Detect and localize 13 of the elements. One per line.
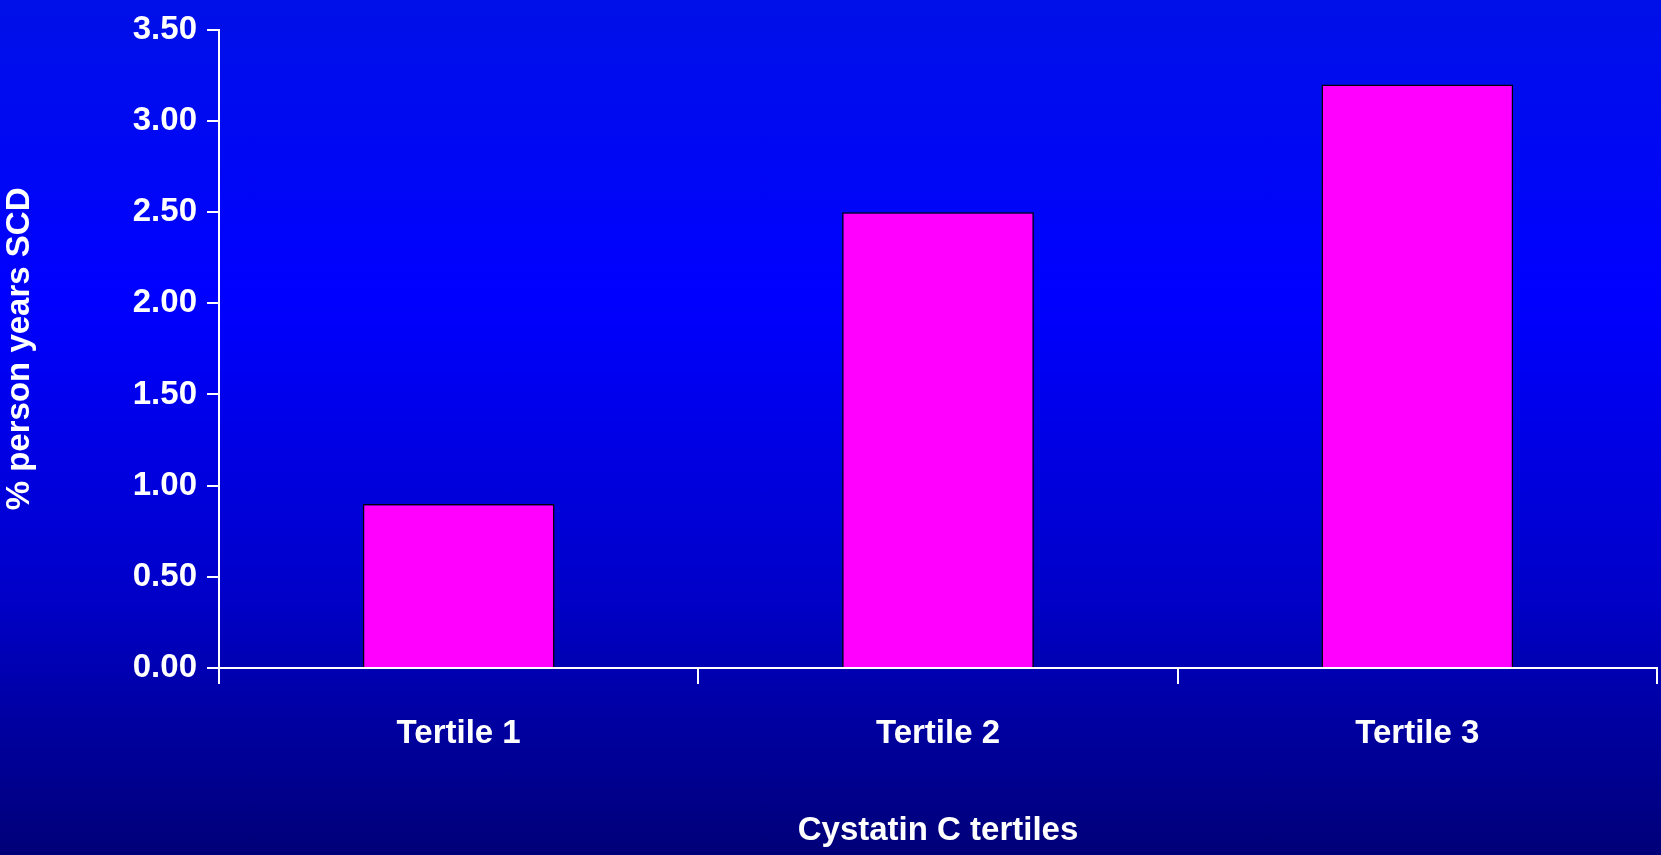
y-tick-label: 1.50 (132, 373, 197, 411)
y-tick-label: 3.50 (132, 8, 197, 46)
x-tick-label: Tertile 2 (875, 712, 1001, 750)
x-axis-title: Cystatin C tertiles (797, 810, 1079, 848)
y-tick-label: 1.00 (132, 464, 197, 502)
y-tick-label: 3.00 (132, 100, 197, 138)
y-tick-label: 2.50 (132, 191, 197, 229)
x-tick-label: Tertile 1 (396, 712, 521, 750)
y-axis-title: % person years SCD (0, 187, 36, 511)
y-tick-label: 0.00 (132, 647, 197, 685)
y-tick-label: 2.00 (132, 282, 197, 320)
y-tick-label: 0.50 (132, 555, 197, 593)
x-tick-label: Tertile 3 (1355, 712, 1480, 750)
